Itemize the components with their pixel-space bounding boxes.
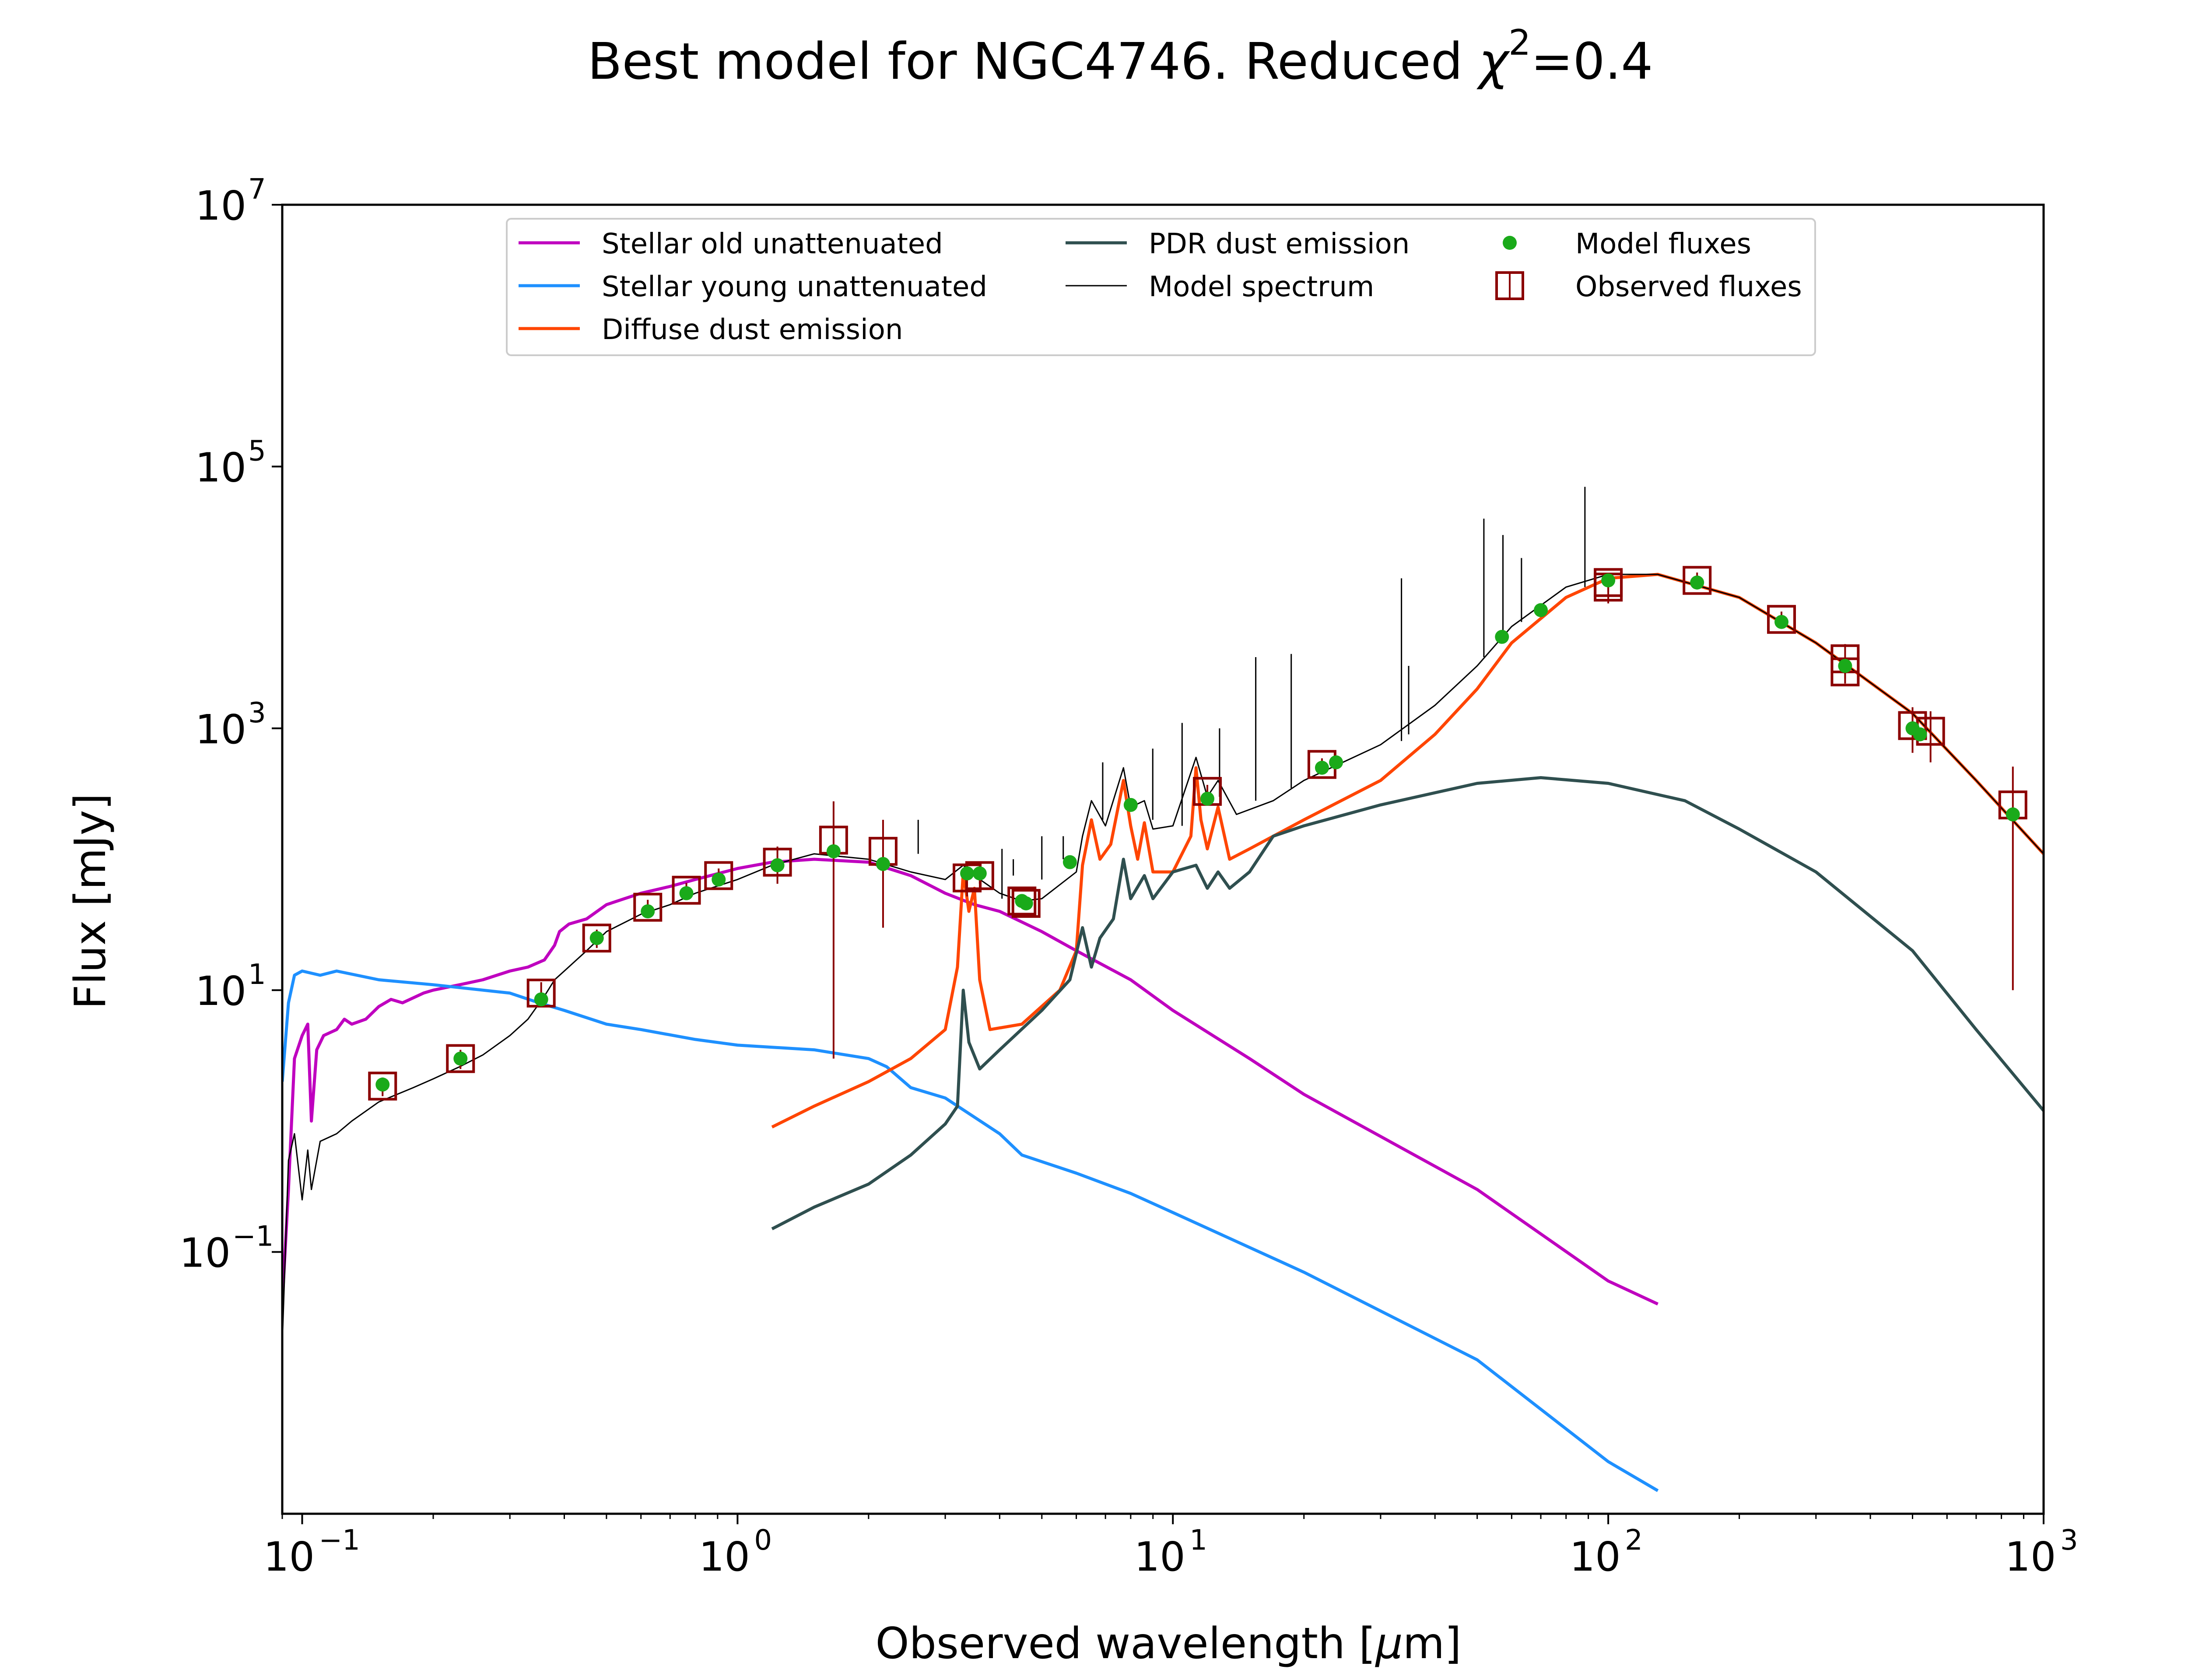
observed-flux-marker-4	[633, 892, 663, 922]
model-flux-point-11	[972, 866, 987, 881]
observed-flux-marker-18	[1683, 566, 1712, 595]
observed-flux-marker-12	[1007, 886, 1037, 916]
legend-label-4: Model spectrum	[1149, 271, 1374, 303]
model-flux-point-23	[1774, 615, 1789, 629]
model-flux-point-0	[375, 1077, 390, 1092]
model-flux-point-21	[1601, 573, 1616, 588]
y-axis-label: Flux [mJy]	[66, 793, 116, 1009]
model-flux-point-19	[1495, 630, 1509, 644]
x-tick-label-3: 10 2	[1570, 1524, 1643, 1580]
observed-flux-marker-21	[1830, 657, 1860, 686]
x-tick-label-base: 10	[699, 1533, 750, 1580]
model-flux-point-18	[1329, 755, 1343, 770]
observed-flux-marker-0	[368, 1071, 397, 1101]
axes-frame	[281, 203, 2045, 1515]
y-tick-label-base: 10	[195, 182, 246, 229]
x-tick-label-base: 10	[1570, 1533, 1621, 1580]
plot-area: 10 −1 10 0 10 1 10 2 10 310 −110 110 310 510 7	[179, 173, 2078, 1580]
observed-flux-marker-5	[672, 875, 701, 905]
model-flux-point-16	[1200, 791, 1215, 806]
y-tick-label-exp: 5	[248, 435, 266, 467]
y-tick-label-exp: 7	[248, 173, 266, 206]
model-flux-point-5	[679, 886, 694, 900]
legend-label-1: Stellar young unattenuated	[602, 271, 987, 303]
x-tick-label-0: 10 −1	[263, 1524, 360, 1580]
legend-swatch-model-fluxes	[1503, 236, 1517, 250]
model-flux-point-17	[1315, 760, 1329, 775]
observed-flux-marker-1	[446, 1044, 475, 1073]
y-tick-label-base: 10	[195, 444, 246, 491]
y-tick-label-base: 10	[195, 968, 246, 1015]
y-tick-label-exp: −1	[232, 1221, 274, 1253]
x-tick-label-exp: 0	[754, 1524, 772, 1557]
observed-flux-marker-3	[582, 924, 611, 953]
observed-flux-marker-6	[704, 861, 733, 890]
x-tick-label-base: 10	[263, 1533, 315, 1580]
model-flux-point-22	[1690, 575, 1704, 590]
model-flux-point-20	[1534, 603, 1548, 617]
legend: Stellar old unattenuated Stellar young un…	[506, 218, 1816, 356]
model-flux-point-26	[1913, 727, 1927, 742]
series-line-3	[771, 776, 2044, 1231]
model-flux-point-1	[453, 1051, 468, 1066]
x-tick-label-4: 10 3	[2005, 1524, 2078, 1580]
x-tick-label-base: 10	[1134, 1533, 1185, 1580]
y-tick-label-exp: 1	[248, 959, 266, 991]
model-flux-point-10	[960, 866, 975, 881]
observed-flux-marker-7	[763, 847, 792, 877]
legend-label-2: Diffuse dust emission	[602, 314, 903, 346]
model-flux-point-8	[826, 844, 841, 858]
series-line-1	[282, 970, 1659, 1492]
legend-label-3: PDR dust emission	[1149, 228, 1410, 260]
model-flux-point-24	[1838, 659, 1852, 673]
model-flux-point-14	[1062, 855, 1077, 869]
y-tick-label-2: 10 3	[195, 697, 266, 753]
observed-flux-marker-17	[1594, 568, 1623, 597]
model-flux-point-2	[534, 992, 548, 1007]
legend-frame	[506, 218, 1816, 356]
y-tick-label-1: 10 1	[195, 959, 266, 1015]
model-flux-point-6	[712, 872, 726, 887]
model-flux-point-13	[1019, 896, 1033, 910]
series-line-0	[282, 858, 1659, 1306]
y-tick-label-0: 10 −1	[179, 1221, 274, 1277]
x-tick-label-exp: −1	[319, 1524, 360, 1557]
model-flux-point-9	[876, 857, 890, 871]
x-tick-label-2: 10 1	[1134, 1524, 1207, 1580]
observed-flux-marker-19	[1767, 605, 1796, 634]
model-flux-point-15	[1123, 798, 1138, 812]
x-tick-label-exp: 1	[1189, 1524, 1207, 1557]
model-flux-point-7	[770, 858, 785, 872]
model-flux-point-4	[641, 904, 655, 919]
observed-flux-marker-22	[1898, 711, 1927, 740]
x-axis-label: Observed wavelength [μm]	[876, 1619, 1462, 1669]
y-tick-label-exp: 3	[248, 697, 266, 729]
x-tick-label-exp: 3	[2060, 1524, 2078, 1557]
model-flux-point-3	[589, 931, 604, 945]
data-layer	[282, 486, 2044, 1492]
model-flux-point-27	[2006, 807, 2020, 822]
y-tick-label-base: 10	[195, 706, 246, 753]
x-tick-label-1: 10 0	[699, 1524, 772, 1580]
x-tick-label-base: 10	[2005, 1533, 2056, 1580]
y-tick-label-3: 10 5	[195, 435, 266, 491]
observed-flux-marker-13	[1011, 889, 1041, 918]
legend-label-model-fluxes: Model fluxes	[1575, 228, 1751, 260]
x-tick-label-exp: 2	[1625, 1524, 1643, 1557]
y-tick-label-4: 10 7	[195, 173, 266, 229]
chart-title: Best model for NGC4746. Reduced χ2=0.4	[588, 22, 1653, 91]
legend-label-observed-fluxes: Observed fluxes	[1575, 271, 1802, 303]
legend-label-0: Stellar old unattenuated	[602, 228, 943, 260]
y-tick-label-base: 10	[179, 1230, 231, 1277]
series-line-2	[771, 573, 2044, 1129]
